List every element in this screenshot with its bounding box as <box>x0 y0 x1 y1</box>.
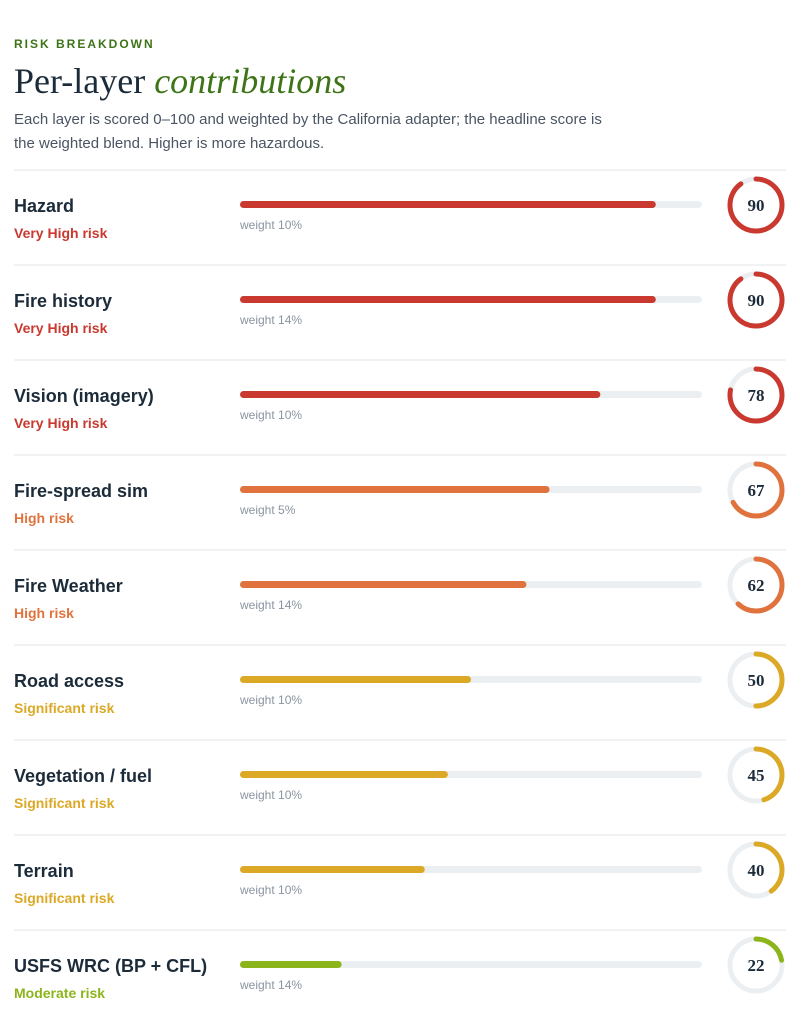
score-ring <box>727 936 785 994</box>
score-value: 78 <box>748 386 765 405</box>
weight-label: weight 14% <box>239 313 302 327</box>
description: Each layer is scored 0–100 and weighted … <box>14 111 602 152</box>
title: Per-layer contributions <box>14 60 346 102</box>
risk-label: Significant risk <box>14 795 115 811</box>
score-ring <box>727 366 785 424</box>
score-ring <box>727 556 785 614</box>
eyebrow: RISK BREAKDOWN <box>14 37 155 51</box>
score-bar <box>240 201 656 208</box>
score-value: 90 <box>748 291 765 310</box>
score-ring <box>727 461 785 519</box>
weight-label: weight 5% <box>239 503 296 517</box>
score-value: 45 <box>748 766 765 785</box>
score-bar <box>240 581 527 588</box>
score-value: 62 <box>748 576 765 595</box>
layer-name: Fire-spread sim <box>14 481 148 501</box>
score-ring <box>727 651 785 709</box>
score-bar <box>240 676 471 683</box>
score-bar <box>240 961 342 968</box>
risk-label: Moderate risk <box>14 985 105 1001</box>
risk-label: Significant risk <box>14 700 115 716</box>
risk-label: Very High risk <box>14 415 108 431</box>
score-ring <box>727 271 785 329</box>
score-ring <box>727 746 785 804</box>
risk-label: High risk <box>14 605 74 621</box>
layer-name: Vision (imagery) <box>14 386 154 406</box>
weight-label: weight 10% <box>239 218 302 232</box>
layer-name: Fire history <box>14 291 112 311</box>
bar-track <box>240 961 702 968</box>
score-value: 50 <box>748 671 765 690</box>
score-value: 90 <box>748 196 765 215</box>
score-value: 67 <box>748 481 766 500</box>
title-emphasis: contributions <box>154 61 347 101</box>
risk-label: High risk <box>14 510 74 526</box>
score-bar <box>240 391 601 398</box>
layer-name: Hazard <box>14 196 74 216</box>
weight-label: weight 14% <box>239 598 302 612</box>
weight-label: weight 14% <box>239 978 302 992</box>
layer-name: Terrain <box>14 861 74 881</box>
layer-name: Vegetation / fuel <box>14 766 152 786</box>
layer-name: USFS WRC (BP + CFL) <box>14 956 207 976</box>
layer-name: Fire Weather <box>14 576 123 596</box>
score-bar <box>240 296 656 303</box>
layer-name: Road access <box>14 671 124 691</box>
score-value: 22 <box>748 956 765 975</box>
score-bar <box>240 486 550 493</box>
score-value: 40 <box>748 861 765 880</box>
score-ring <box>727 176 785 234</box>
weight-label: weight 10% <box>239 693 302 707</box>
weight-label: weight 10% <box>239 883 302 897</box>
score-bar <box>240 771 448 778</box>
score-bar <box>240 866 425 873</box>
weight-label: weight 10% <box>239 408 302 422</box>
title-lead: Per-layer <box>14 61 146 101</box>
risk-label: Very High risk <box>14 320 108 336</box>
risk-label: Very High risk <box>14 225 108 241</box>
score-ring <box>727 841 785 899</box>
risk-label: Significant risk <box>14 890 115 906</box>
weight-label: weight 10% <box>239 788 302 802</box>
